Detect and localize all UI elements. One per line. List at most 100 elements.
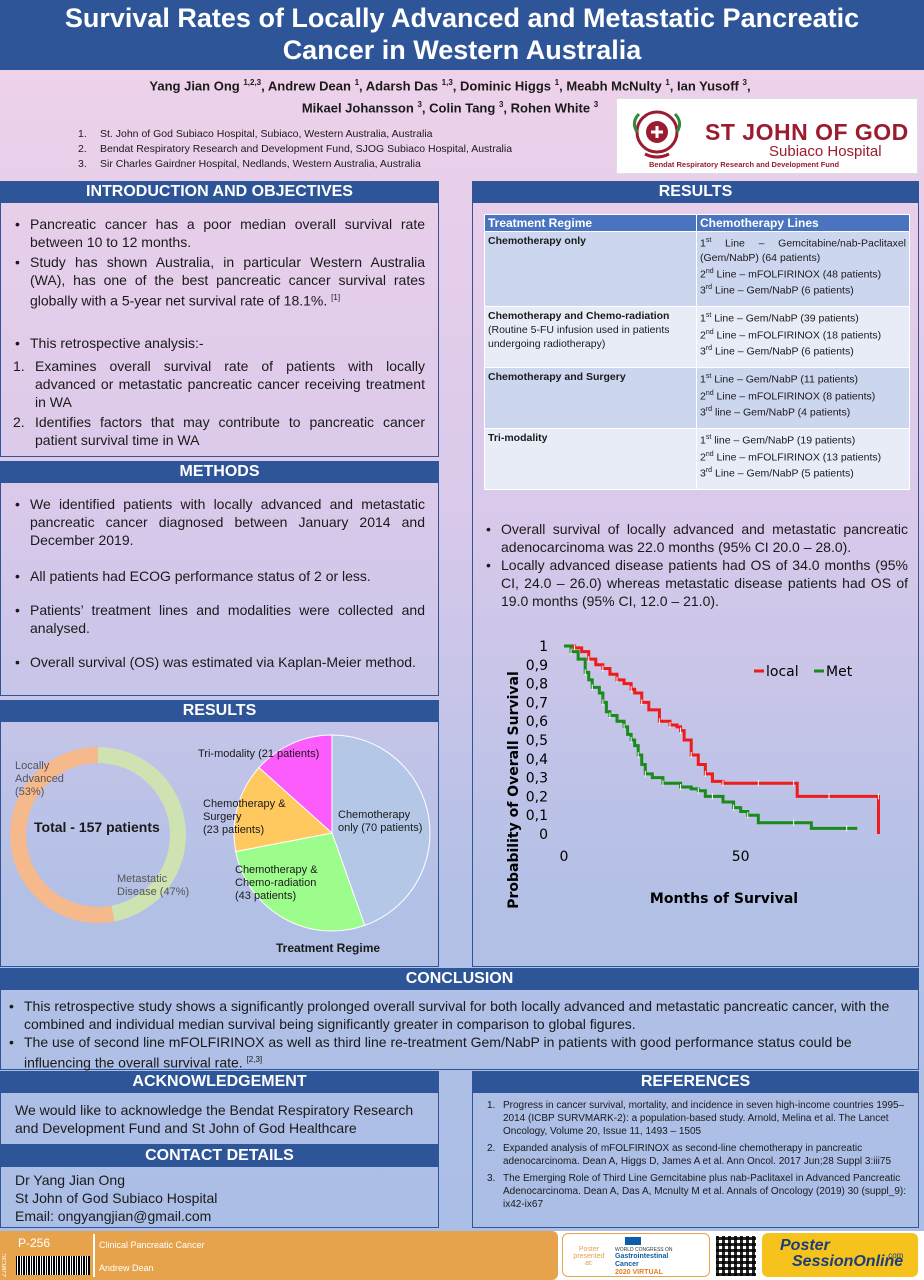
table-row: Chemotherapy and Surgery 1st Line – Gem/…: [484, 367, 910, 429]
poster-code: P-256: [18, 1236, 51, 1250]
list-item: Patients’ treatment lines and modalities…: [13, 601, 425, 637]
y-axis-label: Probability of Overall Survival: [506, 671, 522, 909]
reference-number: 1.: [487, 1100, 496, 1111]
chemo-line: 1st Line – Gem/NabP (39 patients): [700, 309, 906, 326]
results-left-heading: RESULTS: [0, 700, 439, 722]
contact-email[interactable]: Email: ongyangjian@gmail.com: [15, 1208, 212, 1224]
hospital-logo: ST JOHN OF GOD Subiaco Hospital Bendat R…: [616, 98, 918, 174]
congress-badge: Poster presented at: WORLD CONGRESS ON Ga…: [562, 1233, 710, 1277]
y-tick-label: 0,8: [526, 677, 548, 693]
pie-slice: [258, 734, 333, 835]
table-header: Chemotherapy Lines: [696, 214, 910, 232]
line-sup: st: [705, 237, 712, 244]
line-text: Line – Gem/NabP (11 patients): [711, 373, 858, 386]
label-line: only (70 patients): [338, 822, 423, 834]
line-text: Line – Gem/NabP (39 patients): [711, 312, 859, 325]
bullet-text: Locally advanced disease patients had OS…: [501, 557, 908, 609]
table-cell: Chemotherapy and Chemo-radiation (Routine…: [484, 306, 697, 368]
line-sup: nd: [705, 450, 714, 458]
ack-panel: We would like to acknowledge the Bendat …: [0, 1093, 439, 1145]
bullet-text: We identified patients with locally adva…: [30, 496, 425, 548]
list-item: Overall survival of locally advanced and…: [484, 520, 908, 556]
pie-label-chemo-radiation: Chemotherapy & Chemo-radiation (43 patie…: [235, 864, 318, 903]
line-sup: rd: [705, 406, 713, 413]
author-sup: 1,2,3: [243, 78, 262, 87]
line-text: line – Gem/NabP (4 patients): [712, 406, 851, 419]
y-tick-label: 0,4: [526, 752, 548, 768]
list-number: 1.: [13, 358, 25, 374]
label-line: Surgery: [203, 811, 242, 823]
results-left-panel: Locally Advanced (53%) Total - 157 patie…: [0, 722, 439, 967]
pie-slice: [233, 766, 334, 853]
poster-title: Survival Rates of Locally Advanced and M…: [0, 0, 924, 70]
chemo-line: 3rd Line – Gem/NabP (5 patients): [700, 464, 906, 481]
bullet-text: Overall survival (OS) was estimated via …: [30, 654, 416, 670]
author-list: Yang Jian Ong 1,2,3, Andrew Dean 1, Adar…: [149, 78, 751, 116]
y-tick-label: 0,3: [526, 771, 548, 787]
legend-label: Met: [826, 664, 853, 680]
congress-line: WORLD CONGRESS ON: [615, 1247, 673, 1253]
label-line: Locally: [15, 760, 50, 772]
bullet-text: Patients’ treatment lines and modalities…: [30, 602, 425, 636]
list-item: This retrospective study shows a signifi…: [7, 997, 907, 1033]
chemo-line: 1st Line – Gemcitabine/nab-Paclitaxel (G…: [700, 234, 906, 265]
label-line: Chemotherapy &: [235, 864, 318, 876]
author-name: Mikael Johansson: [301, 100, 414, 116]
qr-code-icon: [716, 1236, 756, 1276]
x-axis-label: Months of Survival: [650, 891, 798, 907]
footer-author: Andrew Dean: [99, 1263, 154, 1273]
footer-divider: [93, 1234, 95, 1277]
line-text: Line – mFOLFIRINOX (18 patients): [713, 329, 882, 341]
regime-name: Tri-modality: [488, 432, 548, 444]
list-item: 1. Progress in cancer survival, mortality…: [487, 1099, 915, 1138]
label-line: (23 patients): [203, 824, 265, 836]
bullet-text: Overall survival of locally advanced and…: [501, 521, 908, 555]
pie-label-trimodality: Tri-modality (21 patients): [198, 748, 320, 760]
author-name: Dominic Higgs: [460, 78, 552, 94]
label-line: presented at:: [573, 1253, 605, 1267]
congress-line: Cancer: [615, 1261, 639, 1268]
list-item: All patients had ECOG performance status…: [13, 567, 425, 585]
list-item: Locally advanced disease patients had OS…: [484, 556, 908, 610]
congress-line: 2020 VIRTUAL: [615, 1269, 663, 1276]
y-tick-label: 0,1: [526, 808, 548, 824]
affiliation-text: Sir Charles Gairdner Hospital, Nedlands,…: [100, 158, 421, 170]
y-tick-label: 0,5: [526, 733, 548, 749]
line-num: 3: [700, 345, 706, 358]
line-text: Line – Gem/NabP (6 patients): [712, 345, 854, 358]
author-sup: 3: [498, 100, 504, 110]
y-tick-label: 0,7: [526, 695, 548, 711]
table-cell: 1st Line – Gem/NabP (11 patients) 2nd Li…: [696, 367, 910, 429]
km-line-met: [564, 644, 858, 830]
line-sup: st: [705, 373, 712, 380]
methods-bullets: We identified patients with locally adva…: [13, 495, 425, 671]
line-text: Line – mFOLFIRINOX (8 patients): [713, 390, 876, 402]
line-num: 1: [700, 373, 706, 386]
footer-topic: Clinical Pancreatic Cancer: [99, 1240, 205, 1250]
donut-slice: [98, 747, 187, 922]
brand-badge[interactable]: Poster SessionOnline .com: [762, 1233, 918, 1277]
bullet-text: This retrospective analysis:-: [30, 334, 204, 351]
y-tick-label: 1: [539, 639, 548, 655]
line-sup: rd: [705, 467, 713, 474]
kaplan-meier-chart: 0 0,1 0,2 0,3 0,4 0,5 0,6 0,7 0,8 0,9 1 0 50 Months o…: [506, 639, 880, 909]
author-name: Andrew Dean: [267, 78, 351, 94]
results-right-panel: [472, 203, 919, 967]
line-sup: nd: [705, 389, 714, 397]
label-line: Advanced: [15, 773, 64, 785]
intro-objectives: 1. Examines overall survival rate of pati…: [13, 357, 425, 449]
label-line: Disease (47%): [117, 886, 190, 898]
affiliation-text: Bendat Respiratory Research and Developm…: [100, 143, 513, 155]
table-cell: 1st Line – Gem/NabP (39 patients) 2nd Li…: [696, 306, 910, 368]
table-row: Chemotherapy only 1st Line – Gemcitabine…: [484, 231, 910, 307]
contact-heading: CONTACT DETAILS: [0, 1145, 439, 1167]
regime-name: Chemotherapy only: [488, 235, 587, 247]
contact-details: Dr Yang Jian Ong St John of God Subiaco …: [15, 1171, 217, 1225]
contact-name: Dr Yang Jian Ong: [15, 1172, 125, 1188]
affiliations: 1. St. John of God Subiaco Hospital, Subi…: [78, 127, 598, 172]
y-tick-label: 0,9: [526, 658, 548, 674]
author-name: Colin Tang: [429, 100, 496, 116]
donut-label-metastatic: Metastatic Disease (47%): [117, 873, 189, 899]
label-line: Chemo-radiation: [235, 877, 317, 889]
line-num: 2: [700, 268, 706, 280]
